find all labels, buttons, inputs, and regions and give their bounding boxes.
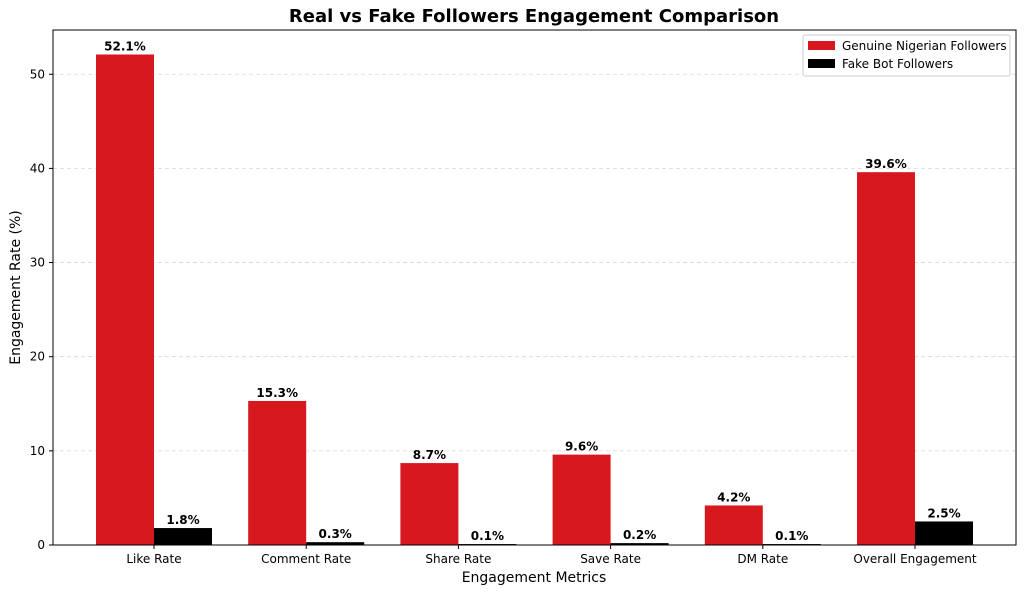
data-label: 2.5%: [927, 506, 960, 520]
y-tick-label: 40: [30, 161, 45, 175]
legend: Genuine Nigerian Followers Fake Bot Foll…: [802, 34, 1011, 77]
x-tick-label: Comment Rate: [261, 552, 351, 566]
y-tick-label: 20: [30, 350, 45, 364]
legend-box: [802, 34, 1011, 77]
data-label: 52.1%: [104, 39, 146, 53]
data-label: 15.3%: [256, 386, 298, 400]
bar-genuine: [857, 172, 915, 545]
legend-label-genuine: Genuine Nigerian Followers: [842, 39, 1007, 53]
x-tick-label: Overall Engagement: [853, 552, 977, 566]
x-tick-label: Save Rate: [580, 552, 641, 566]
y-tick-label: 0: [37, 538, 45, 552]
plot-frame: [52, 29, 1017, 546]
x-tick-label: DM Rate: [737, 552, 788, 566]
x-axis-label: Engagement Metrics: [462, 570, 607, 586]
chart-title: Real vs Fake Followers Engagement Compar…: [289, 6, 779, 27]
y-axis-ticks: 0 10 20 30 40 50: [30, 67, 53, 552]
data-label: 0.3%: [319, 527, 352, 541]
data-label: 1.8%: [166, 513, 199, 527]
x-tick-label: Like Rate: [126, 552, 181, 566]
bar-fake: [154, 528, 212, 545]
bar-genuine: [400, 463, 459, 545]
data-label: 0.1%: [471, 529, 504, 543]
y-tick-label: 50: [30, 67, 45, 81]
bar-fake: [915, 521, 973, 545]
x-axis-ticks: Like Rate Comment Rate Share Rate Save Rate…: [126, 545, 977, 566]
legend-label-fake: Fake Bot Followers: [842, 57, 953, 71]
legend-swatch-fake: [808, 59, 835, 68]
bar-genuine: [704, 505, 763, 545]
data-labels: 52.1% 1.8% 15.3% 0.3% 8.7% 0.1% 9.6% 0.2% 4.2% 0.…: [104, 39, 960, 543]
data-label: 4.2%: [717, 490, 750, 504]
bar-genuine: [96, 54, 154, 546]
data-label: 0.1%: [775, 529, 808, 543]
data-label: 8.7%: [413, 448, 446, 462]
bar-genuine: [552, 454, 611, 545]
bars: [96, 54, 973, 546]
legend-swatch-genuine: [808, 41, 835, 50]
bar-fake: [610, 543, 669, 545]
x-tick-label: Share Rate: [425, 552, 491, 566]
data-label: 0.2%: [623, 528, 656, 542]
bar-fake: [306, 542, 365, 545]
y-axis-label: Engagement Rate (%): [8, 210, 24, 365]
y-tick-label: 10: [30, 444, 45, 458]
bar-genuine: [248, 400, 307, 545]
data-label: 9.6%: [565, 440, 598, 454]
data-label: 39.6%: [865, 157, 907, 171]
y-tick-label: 30: [30, 256, 45, 270]
